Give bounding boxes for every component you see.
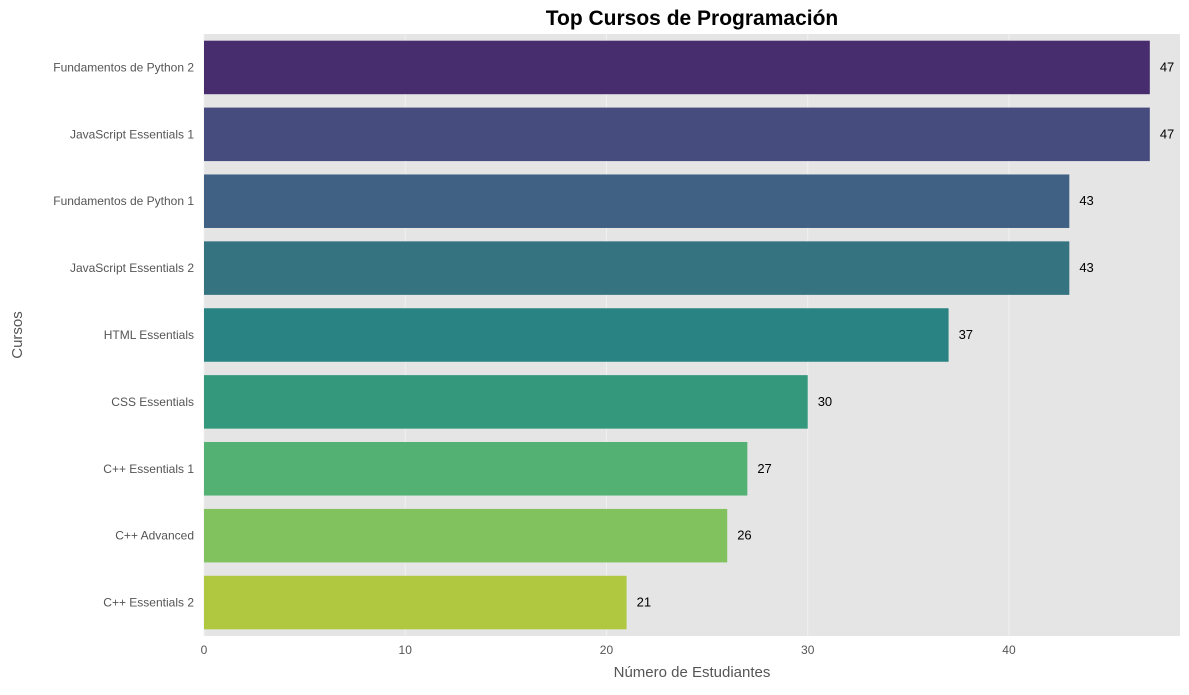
- x-tick-label: 0: [201, 643, 208, 657]
- y-tick-label: C++ Essentials 1: [103, 462, 194, 476]
- data-label: 47: [1160, 126, 1174, 141]
- y-tick-label: JavaScript Essentials 1: [70, 127, 194, 141]
- bar: [204, 442, 748, 496]
- x-tick-label: 40: [1002, 643, 1016, 657]
- chart-title: Top Cursos de Programación: [546, 7, 839, 30]
- data-label: 43: [1079, 260, 1093, 275]
- bar: [204, 308, 949, 362]
- y-tick-label: C++ Essentials 2: [103, 596, 194, 610]
- x-axis-label: Número de Estudiantes: [614, 664, 771, 681]
- data-label: 47: [1160, 59, 1174, 74]
- data-label: 37: [959, 327, 973, 342]
- y-tick-label: Fundamentos de Python 1: [53, 194, 194, 208]
- data-label: 43: [1079, 193, 1093, 208]
- data-label: 21: [637, 595, 651, 610]
- bar: [204, 241, 1070, 295]
- x-tick-label: 20: [600, 643, 614, 657]
- x-tick-label: 30: [801, 643, 815, 657]
- data-label: 26: [737, 528, 751, 543]
- data-label: 27: [757, 461, 771, 476]
- bar: [204, 575, 627, 630]
- y-tick-label: C++ Advanced: [115, 529, 194, 543]
- bar: [204, 40, 1150, 95]
- y-tick-label: CSS Essentials: [111, 395, 194, 409]
- y-axis-label: Cursos: [9, 311, 26, 359]
- data-label: 30: [818, 394, 832, 409]
- bar: [204, 375, 808, 429]
- y-tick-label: Fundamentos de Python 2: [53, 60, 194, 74]
- bar: [204, 107, 1150, 162]
- bar: [204, 174, 1070, 228]
- y-tick-label: HTML Essentials: [104, 328, 194, 342]
- plot-area: 0 10 20 30 40 Fundamentos de Python 2 47 JavaSc…: [53, 34, 1180, 657]
- y-tick-label: JavaScript Essentials 2: [70, 261, 194, 275]
- bar: [204, 508, 728, 563]
- x-tick-label: 10: [399, 643, 413, 657]
